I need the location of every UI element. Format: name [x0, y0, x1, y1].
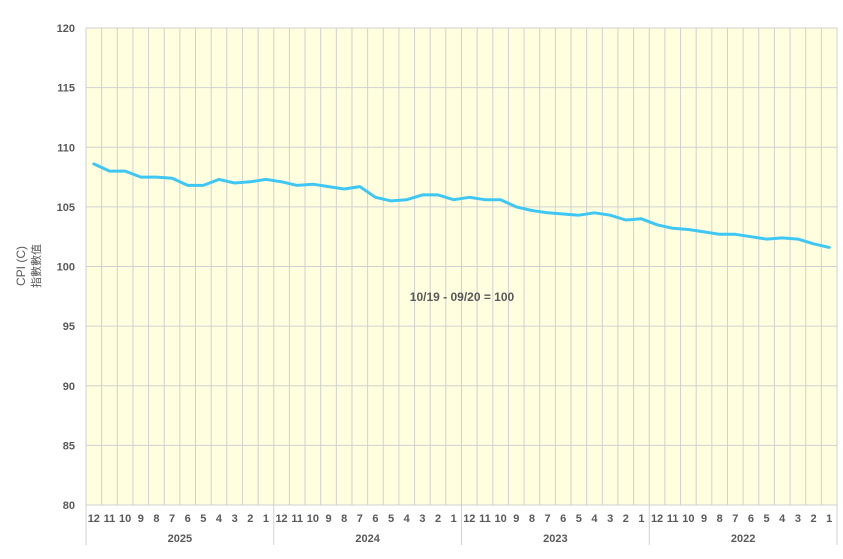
x-tick-month-label: 1	[263, 513, 269, 525]
y-tick-label: 115	[57, 83, 75, 95]
x-tick-month-label: 6	[748, 513, 754, 525]
x-tick-month-label: 7	[357, 513, 363, 525]
x-tick-month-label: 4	[591, 513, 598, 525]
x-tick-month-label: 11	[667, 513, 679, 525]
x-tick-month-label: 5	[200, 513, 206, 525]
x-tick-month-label: 5	[576, 513, 582, 525]
x-year-label: 2022	[731, 533, 755, 545]
x-tick-month-label: 8	[153, 513, 159, 525]
x-tick-month-label: 3	[795, 513, 801, 525]
x-tick-month-label: 9	[325, 513, 331, 525]
x-tick-month-label: 10	[682, 513, 694, 525]
x-year-label: 2024	[355, 533, 380, 545]
x-tick-month-label: 3	[607, 513, 613, 525]
x-tick-month-label: 12	[88, 513, 100, 525]
x-tick-month-label: 8	[529, 513, 535, 525]
horizontal-gridlines	[86, 27, 837, 506]
x-tick-month-label: 7	[169, 513, 175, 525]
x-tick-month-label: 6	[185, 513, 191, 525]
y-tick-label: 110	[57, 142, 75, 154]
x-tick-month-label: 5	[764, 513, 770, 525]
base-period-annotation: 10/19 - 09/20 = 100	[410, 290, 515, 304]
x-tick-month-label: 4	[216, 513, 223, 525]
x-tick-month-label: 10	[119, 513, 131, 525]
y-axis-ticks: 80 85 90 95 100 105 110 115 120	[57, 23, 75, 512]
x-tick-month-label: 3	[419, 513, 425, 525]
x-tick-month-label: 6	[560, 513, 566, 525]
y-tick-label: 80	[63, 500, 75, 512]
x-tick-month-label: 12	[275, 513, 287, 525]
x-tick-month-label: 4	[779, 513, 786, 525]
y-tick-label: 85	[63, 440, 75, 452]
x-tick-month-label: 8	[341, 513, 347, 525]
x-tick-month-label: 5	[388, 513, 394, 525]
x-tick-month-label: 9	[138, 513, 144, 525]
x-tick-month-label: 2	[623, 513, 629, 525]
x-tick-month-label: 9	[513, 513, 519, 525]
y-tick-label: 105	[57, 202, 75, 214]
y-axis-sublabel: 指數數值	[29, 244, 43, 288]
x-tick-month-label: 3	[232, 513, 238, 525]
x-tick-month-label: 7	[544, 513, 550, 525]
x-tick-month-label: 11	[479, 513, 491, 525]
x-year-label: 2023	[543, 533, 567, 545]
x-tick-month-label: 1	[826, 513, 832, 525]
x-tick-month-label: 12	[463, 513, 475, 525]
x-tick-month-label: 12	[651, 513, 663, 525]
x-tick-month-label: 7	[732, 513, 738, 525]
x-tick-month-label: 4	[404, 513, 411, 525]
y-axis-label: CPI (C)	[14, 246, 28, 286]
x-tick-month-label: 6	[372, 513, 378, 525]
x-year-label: 2025	[168, 533, 192, 545]
x-axis-year-groups: 2025 2024 2023 2022	[85, 505, 838, 545]
x-tick-month-label: 2	[247, 513, 253, 525]
x-tick-month-label: 1	[451, 513, 457, 525]
x-tick-month-label: 1	[638, 513, 644, 525]
y-tick-label: 100	[57, 262, 75, 274]
x-tick-month-label: 9	[701, 513, 707, 525]
x-tick-month-label: 2	[435, 513, 441, 525]
x-axis-month-ticks: 12 11 10 9 8 7 6 5 4 3 2 1 12 11 10 9 8 7 6 5 4 3 2 1 12 11 10 9 8 7 6…	[88, 513, 833, 525]
x-tick-month-label: 2	[810, 513, 816, 525]
x-tick-month-label: 11	[291, 513, 303, 525]
y-tick-label: 90	[63, 381, 75, 393]
x-tick-month-label: 10	[494, 513, 506, 525]
y-tick-label: 120	[57, 23, 75, 35]
x-tick-month-label: 10	[307, 513, 319, 525]
y-tick-label: 95	[63, 321, 75, 333]
cpi-series-line	[92, 162, 831, 249]
x-tick-month-label: 11	[104, 513, 116, 525]
x-tick-month-label: 8	[717, 513, 723, 525]
